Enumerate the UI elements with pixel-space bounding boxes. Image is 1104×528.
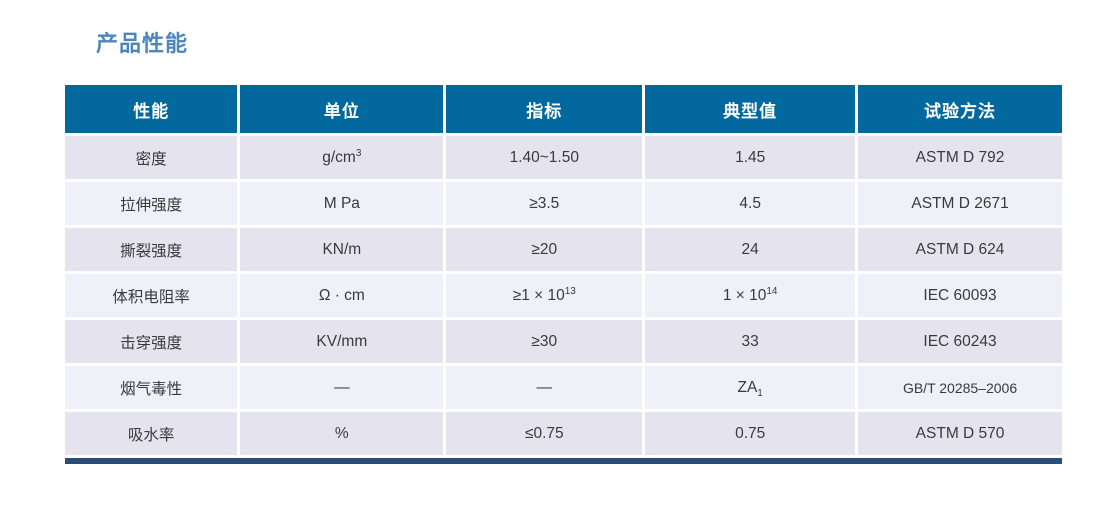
table-container: 性能 单位 指标 典型值 试验方法 密度 g/cm3 1.40~1.50 1.45 ASTM D…: [62, 82, 1065, 464]
table-cell: ≥3.5: [446, 182, 643, 225]
table-cell: IEC 60093: [858, 274, 1062, 317]
table-cell: 密度: [65, 136, 238, 179]
table-cell: 体积电阻率: [65, 274, 238, 317]
table-row: 吸水率% ≤0.75 0.75 ASTM D 570: [65, 412, 1062, 455]
table-cell: —: [446, 366, 643, 409]
table-cell: Ω · cm: [240, 274, 444, 317]
table-row: 密度 g/cm3 1.40~1.50 1.45 ASTM D 792: [65, 136, 1062, 179]
page: 产品性能 性能 单位 指标 典型值 试验方法 密度 g/cm3 1.40~1.50 1.45 A…: [0, 31, 1104, 464]
subscript: 1: [757, 387, 763, 399]
performance-table: 性能 单位 指标 典型值 试验方法 密度 g/cm3 1.40~1.50 1.45 ASTM D…: [62, 82, 1065, 458]
table-cell: KN/m: [240, 228, 444, 271]
table-cell: 24: [645, 228, 856, 271]
table-body: 密度 g/cm3 1.40~1.50 1.45 ASTM D 792 拉伸强度 M Pa ≥3…: [65, 136, 1062, 455]
table-cell: 击穿强度: [65, 320, 238, 363]
table-cell: ASTM D 624: [858, 228, 1062, 271]
table-row: 击穿强度 KV/mm ≥30 33 IEC 60243: [65, 320, 1062, 363]
table-cell: M Pa: [240, 182, 444, 225]
column-header: 典型值: [645, 85, 856, 133]
table-cell: ≥1 × 1013: [446, 274, 643, 317]
table-row: 撕裂强度 KN/m ≥20 24 ASTM D 624: [65, 228, 1062, 271]
superscript: 13: [564, 285, 576, 297]
table-cell: 33: [645, 320, 856, 363]
table-cell: ASTM D 2671: [858, 182, 1062, 225]
table-cell: 撕裂强度: [65, 228, 238, 271]
table-cell: 1.45: [645, 136, 856, 179]
column-header: 单位: [240, 85, 444, 133]
table-row: 拉伸强度 M Pa ≥3.5 4.5 ASTM D 2671: [65, 182, 1062, 225]
column-header: 指标: [446, 85, 643, 133]
table-cell: 拉伸强度: [65, 182, 238, 225]
table-row: 体积电阻率 Ω · cm ≥1 × 1013 1 × 1014 IEC 60093: [65, 274, 1062, 317]
table-cell: GB/T 20285–2006: [858, 366, 1062, 409]
table-cell: IEC 60243: [858, 320, 1062, 363]
table-header: 性能 单位 指标 典型值 试验方法: [65, 85, 1062, 133]
table-cell: KV/mm: [240, 320, 444, 363]
column-header: 性能: [65, 85, 238, 133]
table-cell: 吸水率: [65, 412, 238, 455]
table-cell: ≥30: [446, 320, 643, 363]
superscript: 14: [766, 285, 778, 297]
table-cell: ≥20: [446, 228, 643, 271]
table-cell: ASTM D 792: [858, 136, 1062, 179]
column-header: 试验方法: [858, 85, 1062, 133]
table-cell: ≤0.75: [446, 412, 643, 455]
table-cell: 0.75: [645, 412, 856, 455]
table-cell: ZA1: [645, 366, 856, 409]
table-cell: 烟气毒性: [65, 366, 238, 409]
table-bottom-border: [65, 458, 1062, 464]
table-header-row: 性能 单位 指标 典型值 试验方法: [65, 85, 1062, 133]
page-title: 产品性能: [96, 31, 189, 56]
superscript: 3: [355, 147, 362, 159]
table-cell: —: [240, 366, 444, 409]
table-cell: %: [240, 412, 444, 455]
table-cell: g/cm3: [240, 136, 444, 179]
table-cell: 4.5: [645, 182, 856, 225]
table-row: 烟气毒性 — — ZA1 GB/T 20285–2006: [65, 366, 1062, 409]
table-cell: 1 × 1014: [645, 274, 856, 317]
table-cell: 1.40~1.50: [446, 136, 643, 179]
table-cell: ASTM D 570: [858, 412, 1062, 455]
